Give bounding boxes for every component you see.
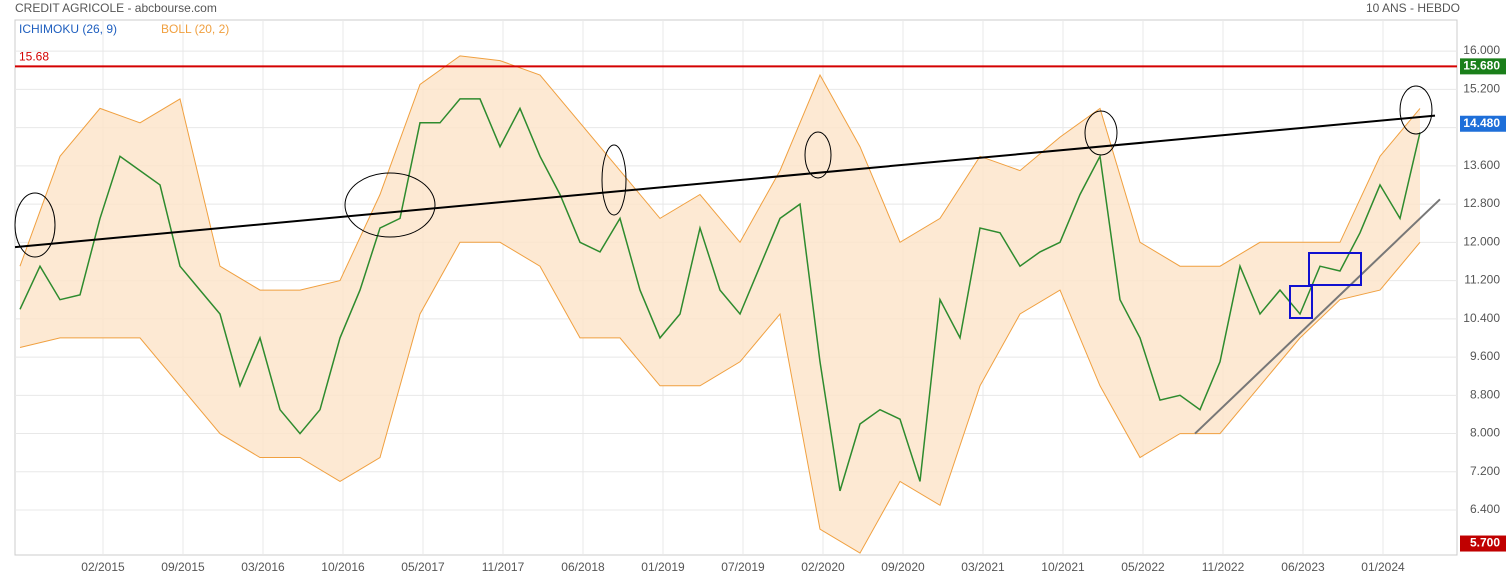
y-tick-label: 6.400 — [1470, 502, 1500, 516]
price-box — [1460, 58, 1506, 75]
trendline — [1194, 198, 1441, 435]
x-tick-label: 07/2019 — [721, 560, 765, 574]
x-tick-label: 11/2022 — [1202, 560, 1245, 574]
price-box — [1460, 535, 1506, 552]
price-box-label: 14.480 — [1463, 116, 1500, 130]
ellipse — [1084, 110, 1118, 156]
ellipse — [14, 192, 56, 258]
indicator-label: ICHIMOKU (26, 9) — [19, 22, 117, 36]
ellipse — [601, 144, 627, 216]
price-box-label: 5.700 — [1470, 536, 1500, 550]
trendline — [14, 114, 1436, 249]
x-tick-label: 06/2018 — [561, 560, 605, 574]
ellipse — [804, 131, 832, 179]
x-tick-label: 02/2020 — [801, 560, 845, 574]
x-tick-label: 05/2017 — [401, 560, 445, 574]
y-tick-label: 16.000 — [1463, 43, 1500, 57]
y-tick-label: 8.000 — [1470, 426, 1500, 440]
plot-frame — [14, 19, 1458, 556]
y-tick-label: 12.800 — [1463, 196, 1500, 210]
y-tick-label: 15.200 — [1463, 81, 1500, 95]
x-tick-label: 03/2021 — [961, 560, 1005, 574]
boxes — [1289, 252, 1362, 319]
chart-subtitle: 10 ANS - HEBDO — [1366, 1, 1460, 15]
ellipse — [1399, 85, 1433, 135]
plot — [14, 20, 1457, 555]
annotations — [14, 85, 1433, 258]
x-tick-label: 09/2015 — [161, 560, 205, 574]
box — [1308, 252, 1362, 286]
x-tick-label: 10/2021 — [1041, 560, 1085, 574]
indicator-label: BOLL (20, 2) — [161, 22, 229, 36]
boll-upper — [19, 55, 1421, 291]
boll-band — [20, 55, 1420, 554]
x-tick-label: 06/2023 — [1281, 560, 1325, 574]
y-tick-label: 13.600 — [1463, 158, 1500, 172]
price-box-label: 15.680 — [1463, 59, 1500, 73]
y-tick-label: 11.200 — [1464, 273, 1500, 287]
y-tick-label: 12.000 — [1463, 234, 1500, 248]
x-tick-label: 05/2022 — [1121, 560, 1165, 574]
y-tick-label: 9.600 — [1470, 349, 1500, 363]
x-tick-label: 01/2024 — [1361, 560, 1405, 574]
boll-lower — [19, 241, 1421, 554]
resistance-label: 15.68 — [19, 50, 49, 64]
price-line — [19, 98, 1421, 492]
price-box — [1460, 115, 1506, 132]
y-tick-label: 10.400 — [1463, 311, 1500, 325]
chart-title: CREDIT AGRICOLE - abcbourse.com — [15, 1, 217, 15]
y-tick-label: 7.200 — [1470, 464, 1500, 478]
x-tick-label: 11/2017 — [482, 560, 525, 574]
x-tick-label: 10/2016 — [321, 560, 365, 574]
x-tick-label: 01/2019 — [641, 560, 685, 574]
y-tick-label: 8.800 — [1470, 387, 1500, 401]
box — [1289, 285, 1313, 319]
x-tick-label: 09/2020 — [881, 560, 925, 574]
x-tick-label: 03/2016 — [241, 560, 285, 574]
ellipse — [344, 172, 436, 238]
x-tick-label: 02/2015 — [81, 560, 125, 574]
